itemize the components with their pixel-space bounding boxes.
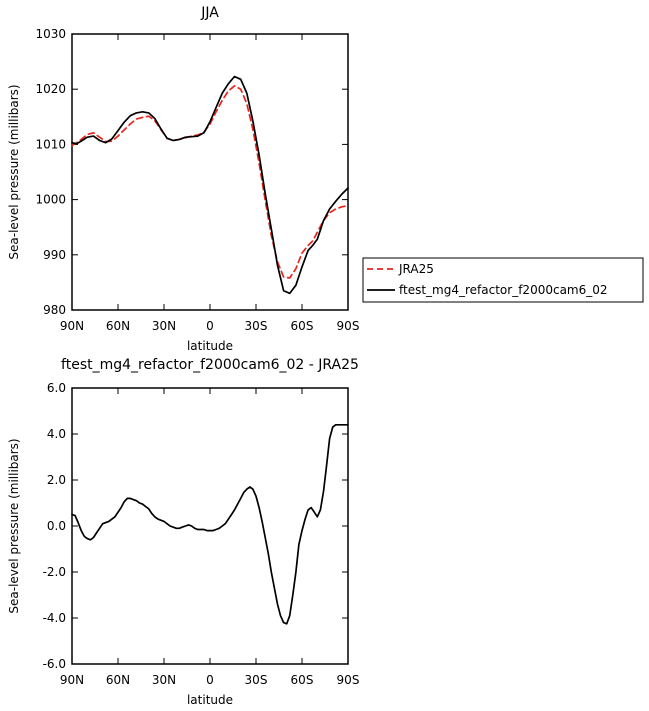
top-series-line-0 — [71, 85, 349, 279]
bottom-y-tick-label: -4.0 — [43, 611, 66, 625]
bottom-y-tick-label: 4.0 — [47, 427, 66, 441]
legend-box — [362, 257, 644, 303]
top-y-tick-label: 1020 — [35, 82, 66, 96]
bottom-x-tick-label: 60S — [291, 673, 314, 687]
top-legend: JRA25 ftest_mg4_refactor_f2000cam6_02 — [362, 257, 644, 303]
legend-label-model: ftest_mg4_refactor_f2000cam6_02 — [399, 283, 608, 297]
top-x-tick-label: 60S — [291, 319, 314, 333]
bottom-x-tick-label: 90N — [60, 673, 84, 687]
top-x-tick-label: 60N — [106, 319, 130, 333]
top-y-tick-label: 990 — [43, 248, 66, 262]
top-plot-frame — [71, 33, 349, 311]
bottom-y-tick-label: -6.0 — [43, 657, 66, 671]
bottom-y-tick-label: 0.0 — [47, 519, 66, 533]
top-x-tick-label: 90N — [60, 319, 84, 333]
bottom-series-line-0 — [71, 423, 349, 625]
bottom-x-tick-label: 30S — [245, 673, 268, 687]
top-x-tick-label: 0 — [206, 319, 214, 333]
bottom-y-tick-label: -2.0 — [43, 565, 66, 579]
legend-label-jra25: JRA25 — [398, 262, 434, 276]
top-x-tick-label: 30S — [245, 319, 268, 333]
bottom-y-axis-label: Sea-level pressure (millibars) — [7, 438, 21, 613]
top-y-tick-label: 1000 — [35, 193, 66, 207]
top-y-tick-label: 980 — [43, 303, 66, 317]
bottom-x-tick-label: 60N — [106, 673, 130, 687]
bottom-plot-frame — [71, 387, 349, 665]
top-y-tick-label: 1010 — [35, 137, 66, 151]
top-y-ticks: 980 990 1000 1010 1020 1030 — [35, 27, 348, 317]
top-y-tick-label: 1030 — [35, 27, 66, 41]
bottom-x-ticks: 90N 60N 30N 0 30S 60S 90S — [60, 388, 360, 687]
top-chart: JJA 90N 60N 30N 0 30S 60S 90S 980 990 1000 1010 10… — [7, 5, 644, 353]
bottom-x-tick-label: 90S — [337, 673, 360, 687]
bottom-chart: ftest_mg4_refactor_f2000cam6_02 - JRA25 … — [7, 357, 359, 707]
top-x-axis-label: latitude — [187, 339, 233, 353]
bottom-y-tick-label: 2.0 — [47, 473, 66, 487]
top-chart-title: JJA — [200, 5, 219, 21]
bottom-x-axis-label: latitude — [187, 693, 233, 707]
top-series-lines — [71, 75, 349, 295]
bottom-chart-title: ftest_mg4_refactor_f2000cam6_02 - JRA25 — [61, 357, 359, 373]
bottom-y-tick-label: 6.0 — [47, 381, 66, 395]
top-y-axis-label: Sea-level pressure (millibars) — [7, 84, 21, 259]
bottom-series-lines — [71, 423, 349, 625]
top-x-tick-label: 90S — [337, 319, 360, 333]
top-series-line-1 — [71, 75, 349, 295]
top-x-ticks: 90N 60N 30N 0 30S 60S 90S — [60, 34, 360, 333]
top-x-tick-label: 30N — [152, 319, 176, 333]
bottom-x-tick-label: 0 — [206, 673, 214, 687]
bottom-x-tick-label: 30N — [152, 673, 176, 687]
bottom-y-ticks: -6.0 -4.0 -2.0 0.0 2.0 4.0 6.0 — [43, 381, 348, 671]
